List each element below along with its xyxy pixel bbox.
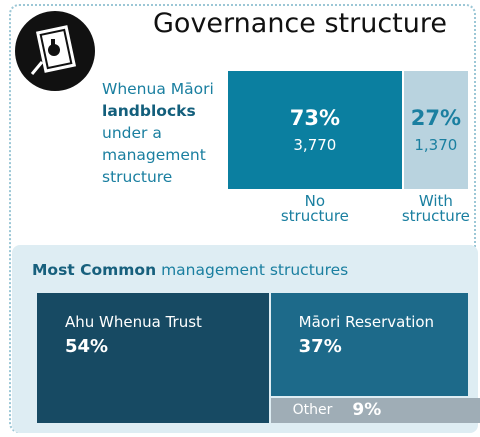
text: structure (102, 168, 173, 186)
text: With (418, 192, 453, 210)
name: Other (292, 402, 333, 419)
text: under a (102, 124, 162, 142)
count: 3,770 (293, 136, 337, 154)
percent: 27% (410, 106, 461, 130)
percent: 73% (289, 106, 340, 130)
name: Ahu Whenua Trust (65, 313, 202, 331)
label: With structure (394, 194, 478, 224)
text: Whenua Māori (102, 80, 214, 98)
text: No (304, 192, 326, 210)
percent: 9% (352, 400, 382, 421)
split: 73% 3,770 27% 1,370 (228, 71, 468, 189)
treemap: Ahu Whenua Trust 54% Māori Reservation 37% O… (37, 293, 480, 423)
text: landblocks (102, 102, 196, 120)
panel-title: Most Common management structures (32, 261, 348, 279)
tile: Māori Reservation 37% (270, 293, 468, 396)
tile: Other 9% (270, 397, 480, 423)
text: Most Common (32, 261, 157, 279)
text: management (102, 146, 206, 164)
percent: 54% (65, 336, 109, 357)
label: No structure (218, 194, 412, 224)
text: structure (401, 207, 470, 225)
description: Whenua Māori landblocks under a manageme… (102, 78, 214, 188)
name: Māori Reservation (298, 313, 435, 331)
tile: Ahu Whenua Trust 54% (37, 293, 269, 423)
block: 27% 1,370 (403, 71, 468, 189)
block: 73% 3,770 (228, 71, 402, 189)
icon (15, 11, 95, 91)
title: Governance structure (153, 8, 447, 39)
percent: 37% (298, 336, 342, 357)
text: structure (280, 207, 349, 225)
count: 1,370 (414, 136, 458, 154)
text: management structures (161, 261, 349, 279)
